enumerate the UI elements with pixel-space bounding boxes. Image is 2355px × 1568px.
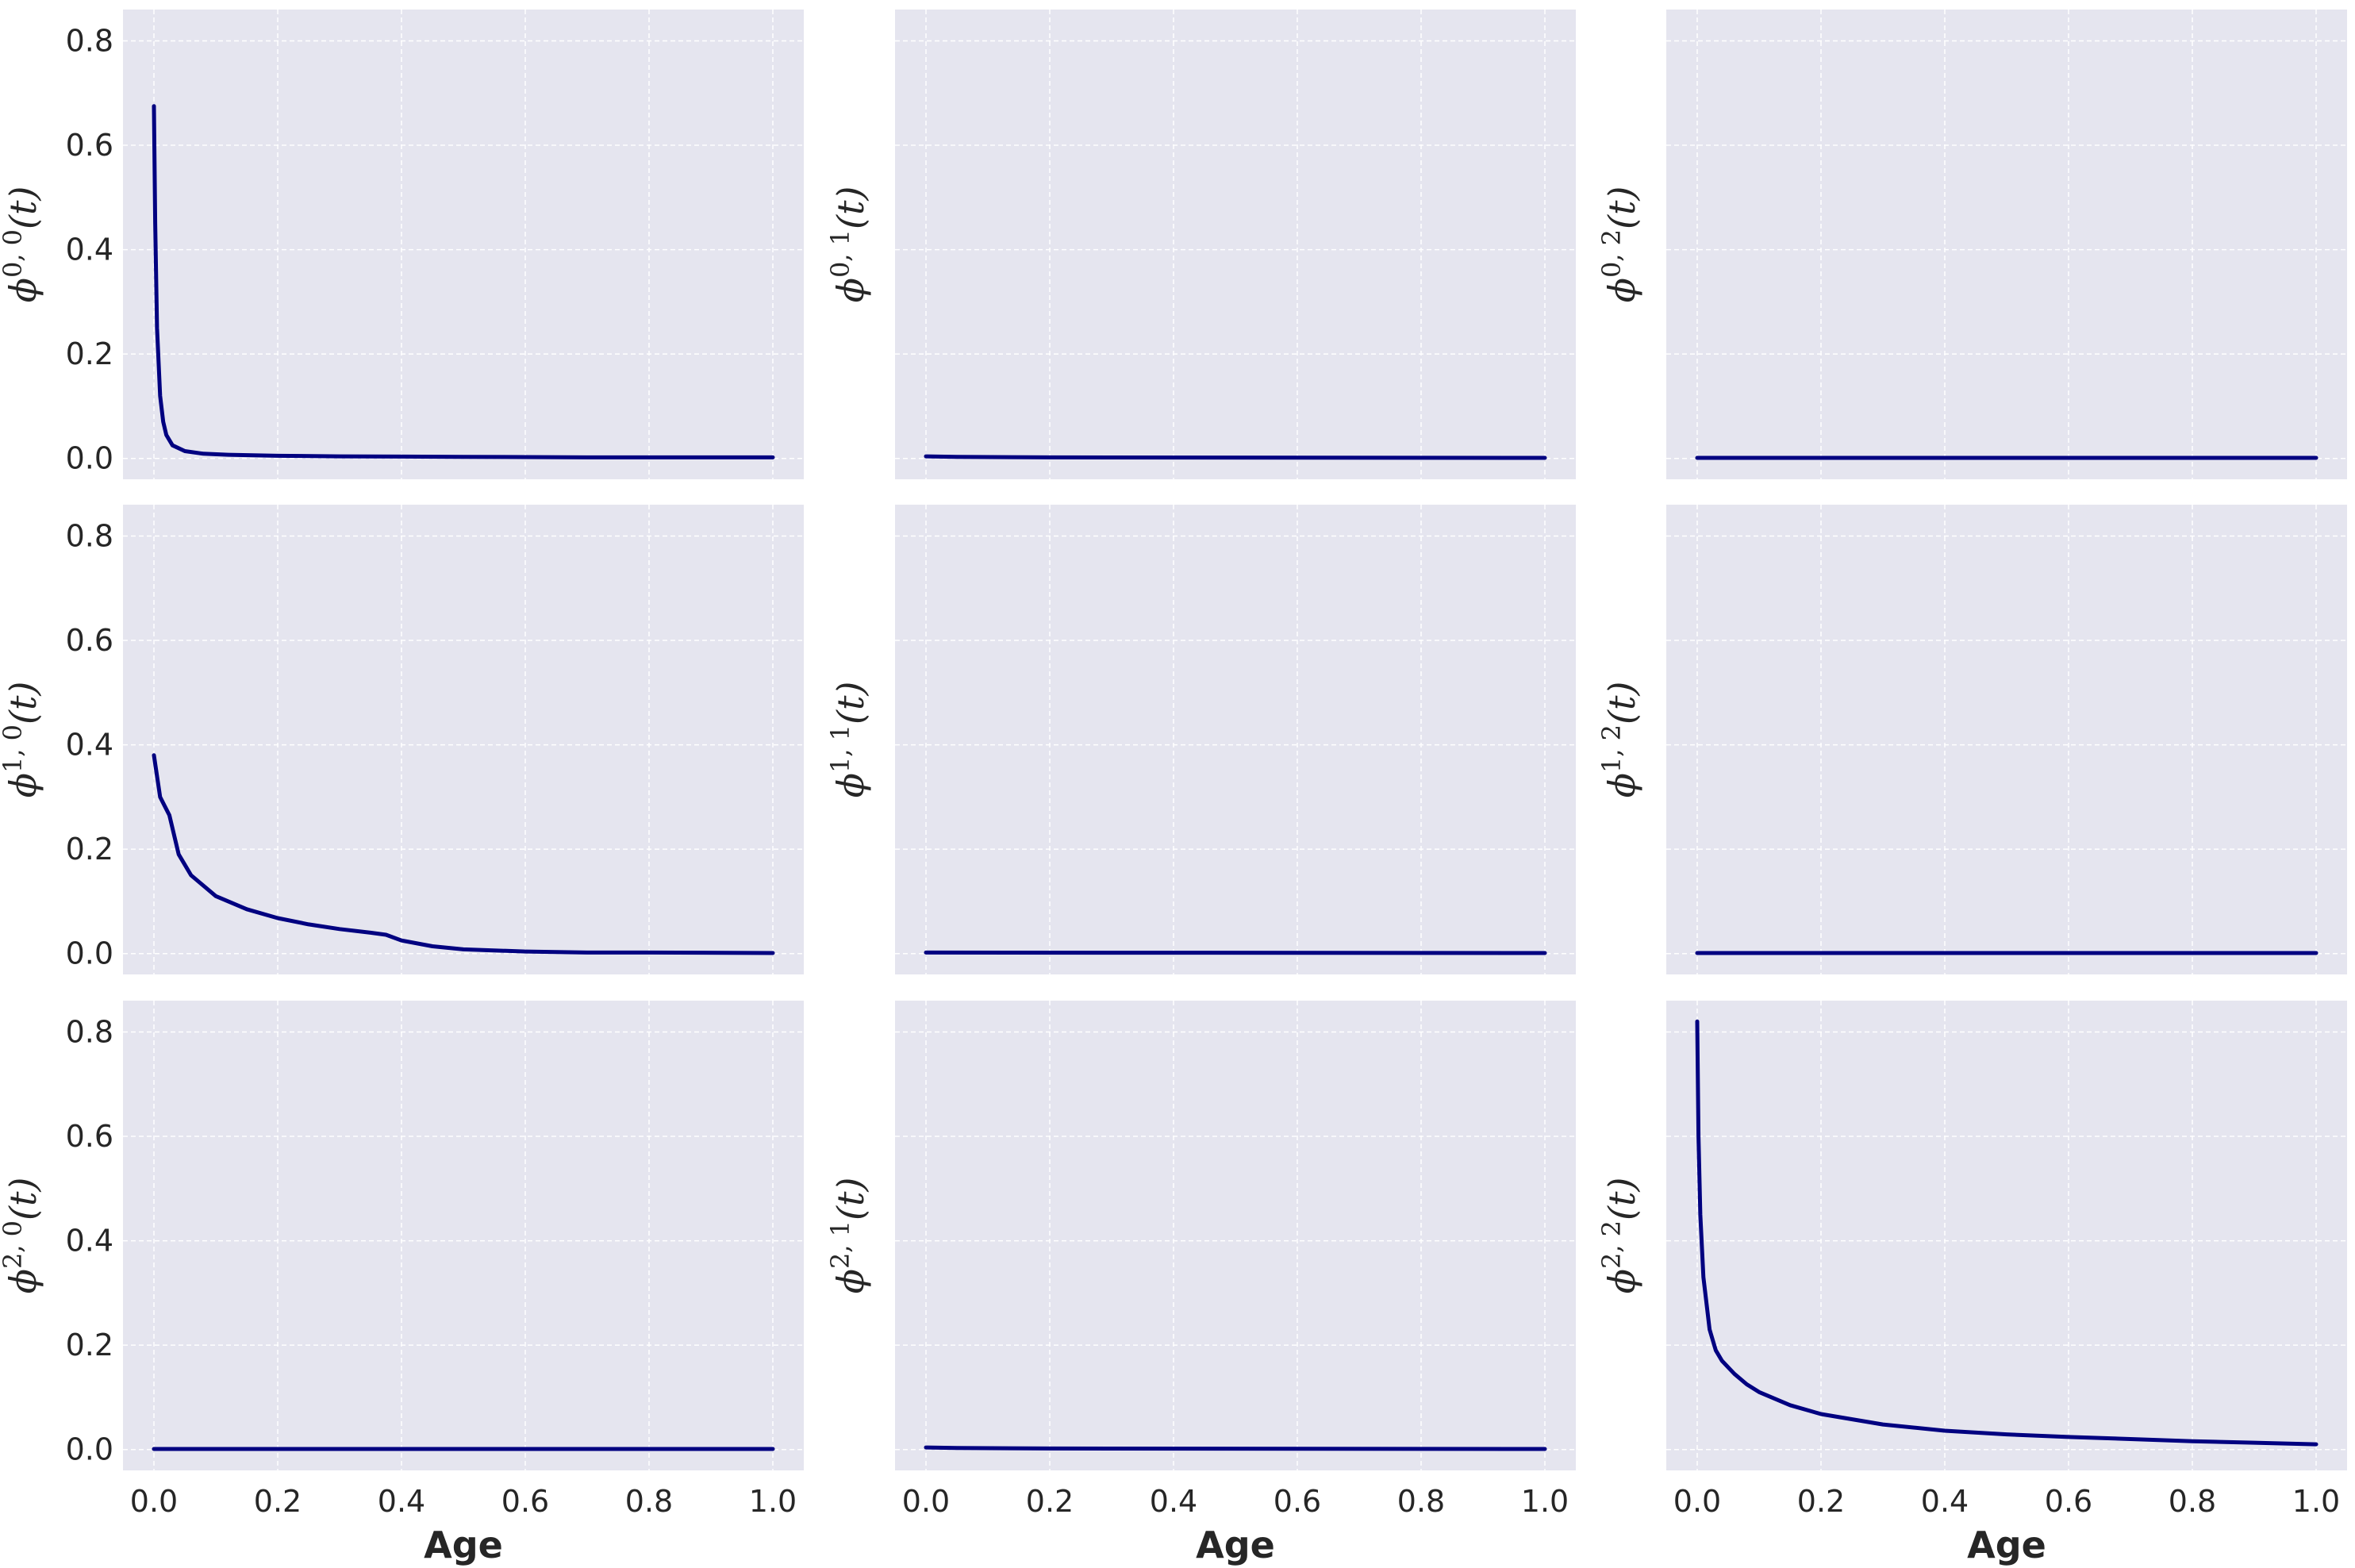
series-line: [1695, 1019, 2319, 1447]
y-tick-label: 0.2: [66, 1328, 113, 1362]
x-tick-label: 0.0: [130, 1484, 178, 1519]
series-line: [924, 454, 1547, 460]
x-tick-label: 0.4: [1921, 1484, 1969, 1519]
plot-area: [1666, 10, 2347, 479]
y-tick-label: 0.2: [66, 832, 113, 867]
x-tick-label: 1.0: [749, 1484, 797, 1519]
plot-area: [123, 1001, 804, 1470]
y-tick-label: 0.8: [66, 23, 113, 58]
x-tick-label: 1.0: [1521, 1484, 1569, 1519]
y-axis-label: ϕ1, 2(t): [1596, 682, 1643, 798]
x-axis-label: Age: [1967, 1524, 2046, 1566]
y-tick-label: 0.6: [66, 1119, 113, 1154]
y-tick-label: 0.0: [66, 1432, 113, 1467]
plot-area: [123, 10, 804, 479]
subplot-2-2: 0.0 0.2 0.4 0.6 0.8 1.0 Age ϕ2, 2(t): [1596, 1001, 2347, 1566]
x-axis-label: Age: [1196, 1524, 1275, 1566]
subplot-1-2: ϕ1, 2(t): [1596, 505, 2347, 974]
subplot-2-1: 0.0 0.2 0.4 0.6 0.8 1.0 Age ϕ2, 1(t): [825, 1001, 1576, 1566]
plot-area: [895, 1001, 1576, 1470]
x-tick-label: 0.2: [1797, 1484, 1845, 1519]
x-tick-label: 0.0: [1673, 1484, 1721, 1519]
y-axis-label: ϕ1, 0(t): [0, 682, 44, 798]
subplot-1-1: ϕ1, 1(t): [825, 505, 1576, 974]
series-line: [152, 104, 775, 459]
subplot-1-0: 0.0 0.2 0.4 0.6 0.8 ϕ1, 0(t): [0, 505, 804, 974]
y-tick-label: 0.4: [66, 1224, 113, 1259]
x-tick-label: 0.2: [1026, 1484, 1074, 1519]
x-tick-label: 0.8: [2169, 1484, 2216, 1519]
y-axis-label: ϕ2, 2(t): [1596, 1178, 1643, 1294]
y-axis-label: ϕ0, 2(t): [1596, 186, 1643, 303]
series-line: [152, 753, 775, 955]
x-tick-label: 0.2: [254, 1484, 302, 1519]
plot-area: [895, 10, 1576, 479]
y-tick-label: 0.4: [66, 233, 113, 267]
plot-area: [1666, 505, 2347, 974]
x-tick-label: 0.8: [625, 1484, 673, 1519]
plot-area: [1666, 1001, 2347, 1470]
x-tick-label: 0.4: [1150, 1484, 1197, 1519]
y-axis-label: ϕ2, 1(t): [825, 1178, 872, 1294]
plot-area: [123, 505, 804, 974]
x-tick-label: 0.8: [1397, 1484, 1445, 1519]
y-axis-label: ϕ0, 0(t): [0, 186, 44, 303]
subplot-0-2: ϕ0, 2(t): [1596, 10, 2347, 479]
y-tick-label: 0.2: [66, 336, 113, 371]
series-line: [924, 1445, 1547, 1451]
y-tick-label: 0.0: [66, 441, 113, 476]
y-tick-label: 0.6: [66, 128, 113, 163]
subplot-0-1: ϕ0, 1(t): [825, 10, 1576, 479]
y-tick-label: 0.6: [66, 623, 113, 658]
x-tick-label: 1.0: [2292, 1484, 2340, 1519]
subplot-2-0: 0.0 0.2 0.4 0.6 0.8 0.0 0.2 0.4 0.6 0.8 1.0 Age ϕ2, …: [0, 1001, 804, 1566]
plot-area: [895, 505, 1576, 974]
y-tick-label: 0.8: [66, 518, 113, 553]
y-axis-label: ϕ0, 1(t): [825, 186, 872, 303]
y-tick-label: 0.4: [66, 728, 113, 763]
y-axis-label: ϕ1, 1(t): [825, 682, 872, 798]
y-tick-label: 0.8: [66, 1014, 113, 1049]
subplot-0-0: 0.0 0.2 0.4 0.6 0.8 ϕ0, 0(t): [0, 10, 804, 479]
x-tick-label: 0.0: [902, 1484, 950, 1519]
y-tick-label: 0.0: [66, 936, 113, 971]
series-line: [924, 950, 1547, 955]
y-axis-label: ϕ2, 0(t): [0, 1178, 44, 1294]
x-tick-label: 0.4: [378, 1484, 425, 1519]
x-tick-label: 0.6: [2045, 1484, 2092, 1519]
x-tick-label: 0.6: [1274, 1484, 1321, 1519]
x-tick-label: 0.6: [501, 1484, 549, 1519]
x-axis-label: Age: [424, 1524, 503, 1566]
